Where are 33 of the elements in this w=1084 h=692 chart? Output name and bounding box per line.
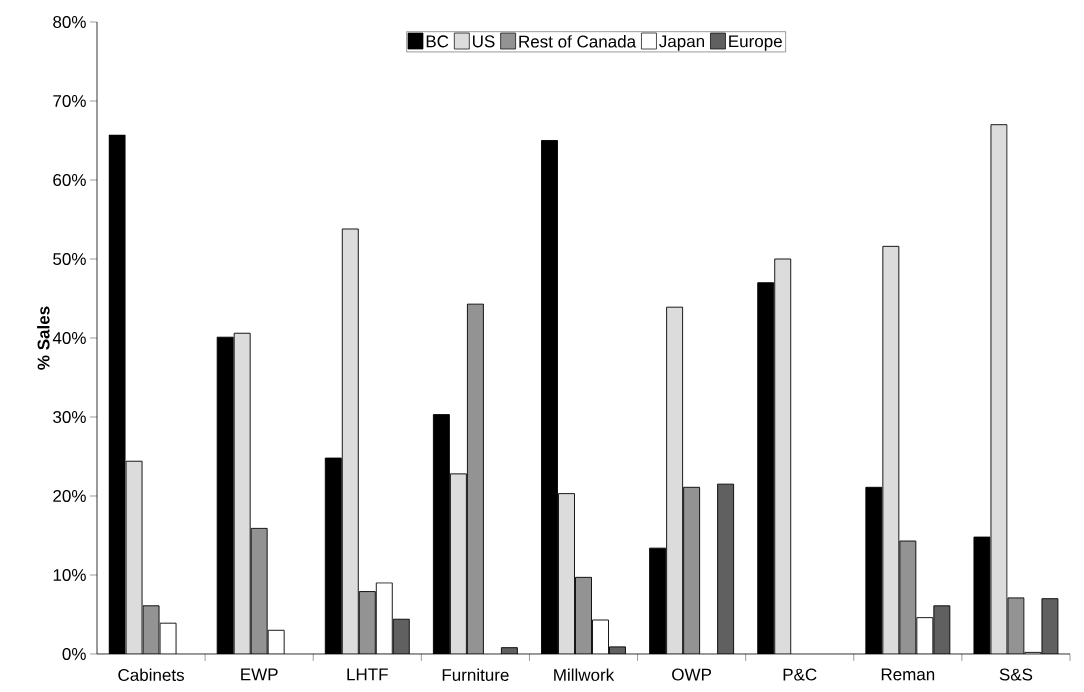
x-tick-label: Millwork xyxy=(554,668,615,682)
bar xyxy=(342,228,359,654)
x-tick-label: Furniture xyxy=(442,668,509,682)
x-tick-label: LHTF xyxy=(347,668,388,681)
x-tick-label: Cabinets xyxy=(118,668,184,682)
bar xyxy=(234,333,251,654)
y-tick-label: 50% xyxy=(53,252,86,266)
bar xyxy=(882,246,899,654)
bar xyxy=(774,258,791,654)
y-tick-label: 20% xyxy=(53,489,86,503)
bar xyxy=(450,473,467,654)
legend-label: Japan xyxy=(659,35,705,51)
y-tick-label: 80% xyxy=(53,15,86,29)
bar xyxy=(558,493,575,654)
y-tick-label: 0% xyxy=(62,647,86,661)
y-tick-label: 30% xyxy=(53,410,86,424)
y-axis-title: % Sales xyxy=(37,306,50,370)
y-tick-label: 60% xyxy=(53,173,86,187)
legend-label: Rest of Canada xyxy=(519,35,637,48)
y-tick-label: 70% xyxy=(53,94,86,108)
x-tick-label: P&C xyxy=(783,668,817,681)
y-tick-label: 10% xyxy=(53,568,86,582)
x-tick-label: EWP xyxy=(241,668,278,681)
y-tick-label: 40% xyxy=(52,331,86,345)
bar xyxy=(717,484,734,654)
x-tick-label: OWP xyxy=(672,668,712,681)
x-tick-label: Reman xyxy=(881,668,935,681)
bar xyxy=(666,307,683,654)
legend-label: Europe xyxy=(729,35,782,51)
legend-label: US xyxy=(472,35,495,48)
bar xyxy=(933,605,950,654)
x-tick-label: S&S xyxy=(999,668,1033,681)
legend-label: BC xyxy=(426,35,449,48)
